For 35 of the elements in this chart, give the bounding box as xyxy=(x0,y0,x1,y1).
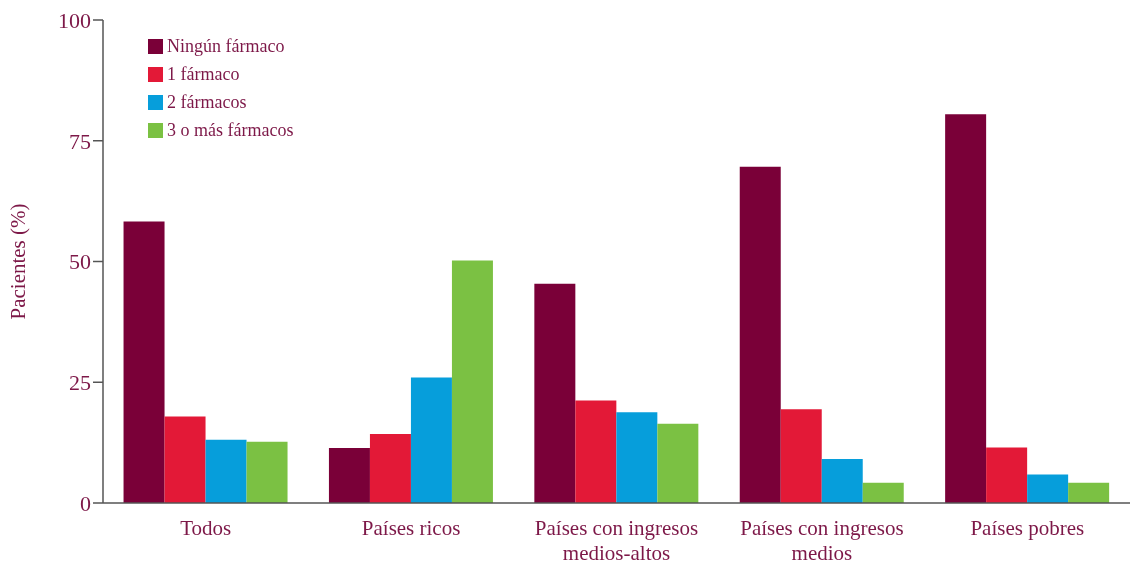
bar xyxy=(123,221,165,503)
bar xyxy=(246,441,288,503)
y-tick-label: 75 xyxy=(69,128,91,154)
bar xyxy=(986,447,1028,503)
bar xyxy=(739,166,781,503)
bar xyxy=(780,409,822,503)
x-tick-label: Países pobres xyxy=(970,516,1085,540)
y-tick-label: 100 xyxy=(58,7,91,33)
y-tick-label: 0 xyxy=(80,490,91,516)
bar xyxy=(205,439,247,503)
y-axis-title: Pacientes (%) xyxy=(6,203,31,320)
legend-label: 1 fármaco xyxy=(167,63,240,85)
y-tick-label: 50 xyxy=(69,249,91,275)
bar xyxy=(1068,482,1110,503)
x-tick-label: Países con ingresos medios xyxy=(740,516,904,565)
bar xyxy=(616,412,658,503)
legend-label: 2 fármacos xyxy=(167,91,247,113)
bar xyxy=(410,377,452,503)
bar xyxy=(369,433,411,503)
legend-label: 3 o más fármacos xyxy=(167,119,294,141)
bar xyxy=(534,283,576,503)
bar xyxy=(657,423,699,503)
legend-label: Ningún fármaco xyxy=(167,35,285,57)
bar xyxy=(862,482,904,503)
bar xyxy=(1027,474,1069,503)
bar xyxy=(164,416,206,503)
x-tick-label: Países ricos xyxy=(361,516,461,540)
x-tick-label: Todos xyxy=(180,516,232,540)
bar xyxy=(451,260,493,503)
bar xyxy=(328,447,370,503)
bar xyxy=(821,459,863,503)
bar xyxy=(575,400,617,503)
x-tick-label: Países con ingresos medios-altos xyxy=(534,516,699,565)
y-tick-label: 25 xyxy=(69,370,91,396)
bar xyxy=(945,114,987,503)
